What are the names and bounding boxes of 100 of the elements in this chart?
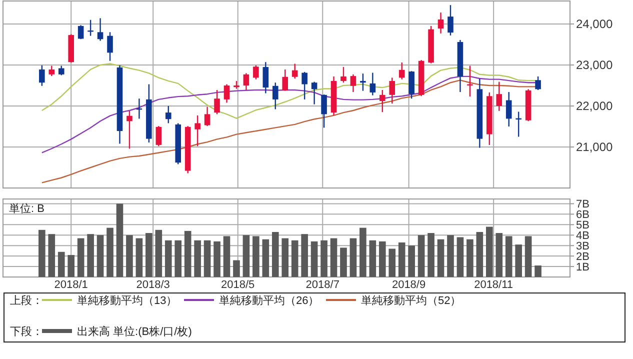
legend-label: 出来高 単位:(B株/口/枚) xyxy=(77,325,192,338)
bar xyxy=(320,240,328,277)
candlestick xyxy=(379,89,386,113)
bar xyxy=(87,234,94,277)
y-tick-label: 24,000 xyxy=(576,16,614,31)
candlestick xyxy=(438,12,444,34)
bar xyxy=(214,241,220,277)
bar xyxy=(174,240,182,277)
candlestick xyxy=(448,4,454,36)
bar xyxy=(106,228,114,277)
candlestick xyxy=(350,74,356,93)
bar xyxy=(534,265,542,277)
bar xyxy=(291,240,298,277)
candlestick xyxy=(467,65,473,98)
candlestick xyxy=(311,81,318,105)
bar xyxy=(476,232,484,277)
bar xyxy=(204,240,211,277)
bar xyxy=(388,248,396,277)
y-tick-label: 4B xyxy=(576,230,590,242)
legend-label: 単純移動平均（26） xyxy=(219,295,320,307)
bar xyxy=(378,241,386,277)
bar xyxy=(360,228,366,277)
x-tick-label: 2018/5 xyxy=(221,279,255,291)
bar xyxy=(496,233,503,277)
bar xyxy=(301,234,308,277)
candlestick xyxy=(282,68,288,92)
y-tick-label: 6B xyxy=(576,209,590,222)
candlestick xyxy=(243,72,250,91)
legend-label: 単純移動平均（52） xyxy=(361,295,462,307)
candlestick xyxy=(370,72,376,96)
bar xyxy=(58,252,65,277)
candlestick xyxy=(506,91,512,128)
bar xyxy=(126,235,133,277)
bar xyxy=(164,240,172,277)
bar xyxy=(350,238,357,277)
candlestick xyxy=(302,71,308,100)
candlestick xyxy=(262,62,269,94)
candlestick xyxy=(360,72,366,92)
y-tick-label: 7B xyxy=(576,198,590,211)
y-tick-label: 22,000 xyxy=(576,98,614,113)
bar xyxy=(398,242,406,277)
bar xyxy=(466,239,474,277)
candlestick xyxy=(194,114,200,147)
x-tick-label: 2018/1 xyxy=(54,279,88,291)
bar xyxy=(38,230,46,277)
bar xyxy=(272,232,279,277)
candlestick xyxy=(408,70,414,100)
bar xyxy=(486,226,493,277)
candlestick xyxy=(389,77,396,104)
candlestick xyxy=(48,65,55,77)
bar xyxy=(136,238,143,277)
candlestick xyxy=(78,24,84,40)
bar xyxy=(428,233,434,277)
candlestick xyxy=(224,84,230,104)
bar xyxy=(184,230,192,277)
candlestick xyxy=(107,32,113,62)
candlestick xyxy=(39,64,45,86)
bar xyxy=(447,235,454,277)
bar xyxy=(233,260,240,277)
bar xyxy=(252,236,260,277)
candlestick xyxy=(321,94,327,128)
bar xyxy=(262,239,270,277)
candlestick xyxy=(204,106,210,127)
bar xyxy=(242,235,250,277)
bar xyxy=(310,241,318,277)
bar xyxy=(437,239,444,277)
bar xyxy=(282,238,289,277)
candlestick xyxy=(97,18,104,42)
legend-title: 上段： xyxy=(10,294,43,307)
candlestick xyxy=(165,105,172,124)
y-tick-label: 3B xyxy=(576,240,590,253)
bar xyxy=(116,204,124,277)
candlestick xyxy=(272,82,278,110)
candlestick xyxy=(156,125,162,147)
bar xyxy=(223,236,230,277)
candlestick xyxy=(496,81,502,112)
x-tick-label: 2018/11 xyxy=(474,279,514,291)
bar xyxy=(155,230,162,277)
legend-title: 下段： xyxy=(10,326,43,338)
bar xyxy=(505,236,512,277)
bar xyxy=(330,238,338,277)
candlestick xyxy=(58,65,64,76)
candlestick xyxy=(340,66,346,84)
x-tick-label: 2018/9 xyxy=(392,279,426,291)
bar xyxy=(146,233,152,277)
bar xyxy=(96,235,104,277)
y-tick-label: 23,000 xyxy=(576,58,614,72)
bar xyxy=(68,255,74,277)
annotation: 単位: B xyxy=(9,203,44,215)
bar xyxy=(408,246,415,277)
candlestick xyxy=(253,64,259,80)
candlestick xyxy=(535,76,541,91)
y-tick-label: 1B xyxy=(576,262,590,274)
candlestick xyxy=(126,110,132,150)
y-tick-label: 2B xyxy=(576,251,590,264)
x-tick-label: 2018/3 xyxy=(136,279,170,291)
bar xyxy=(194,240,201,277)
bar xyxy=(524,236,532,277)
bar xyxy=(48,234,56,277)
y-tick-label: 5B xyxy=(576,220,590,232)
